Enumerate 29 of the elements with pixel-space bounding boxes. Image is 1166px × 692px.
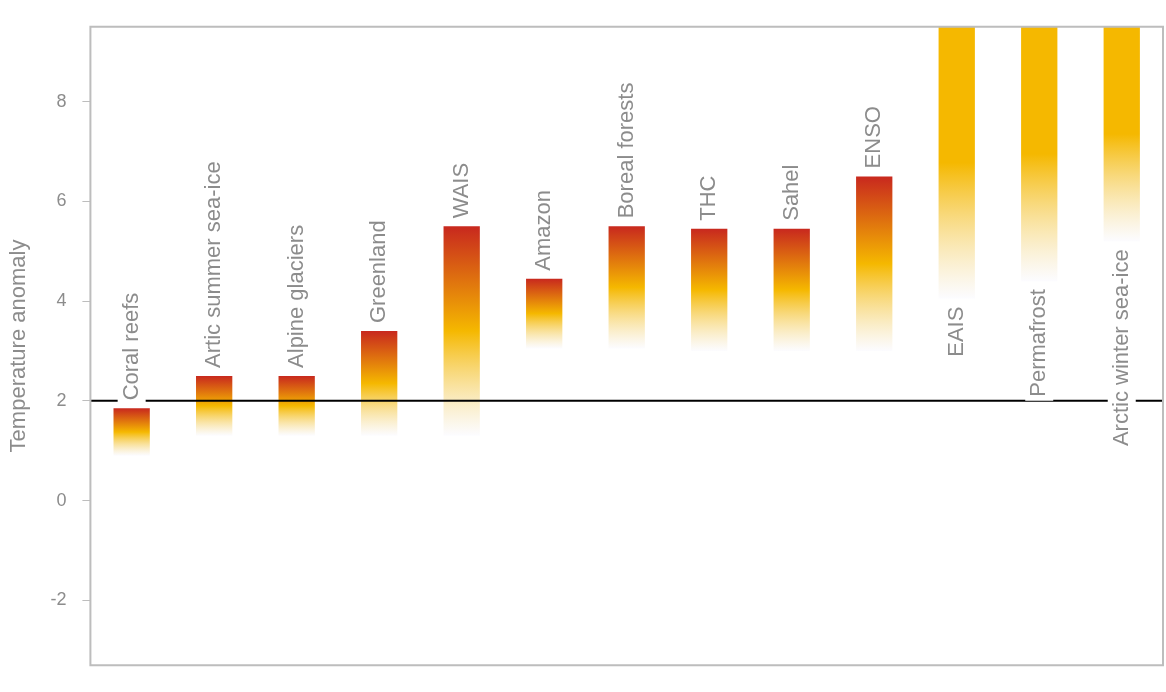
x-tick-label: Permafrost (1025, 289, 1051, 397)
x-tick-label: EAIS (942, 306, 968, 357)
y-tick-label: 4 (56, 290, 67, 311)
x-tick-label: Boreal forests (612, 82, 638, 219)
x-tick-label: Amazon (530, 189, 556, 271)
bar (113, 408, 150, 456)
y-tick-label: 8 (56, 90, 67, 111)
x-tick-label: Sahel (777, 164, 803, 221)
y-tick-label: 2 (56, 389, 67, 410)
y-tick-label: -2 (50, 589, 67, 610)
bar (196, 375, 233, 436)
bar (526, 278, 563, 349)
x-tick-label: ENSO (860, 106, 886, 169)
x-tick-label: Alpine glaciers (282, 224, 308, 368)
x-tick-label: Artic summer sea-ice (200, 161, 226, 368)
x-tick-label: THC (695, 175, 721, 221)
bar (608, 226, 645, 349)
bar (361, 331, 398, 436)
bar (773, 228, 810, 351)
y-tick-label: 0 (56, 489, 67, 510)
x-tick-label: Arctic winter sea-ice (1107, 249, 1133, 447)
x-tick-label: Greenland (365, 220, 391, 324)
y-tick-label: 6 (56, 190, 67, 211)
bar (691, 228, 728, 351)
x-tick-label: Coral reefs (117, 292, 143, 401)
x-tick-label: WAIS (447, 162, 473, 219)
bar (278, 375, 315, 436)
y-axis-title: Temperature anomaly (5, 239, 31, 453)
bar (856, 176, 893, 351)
